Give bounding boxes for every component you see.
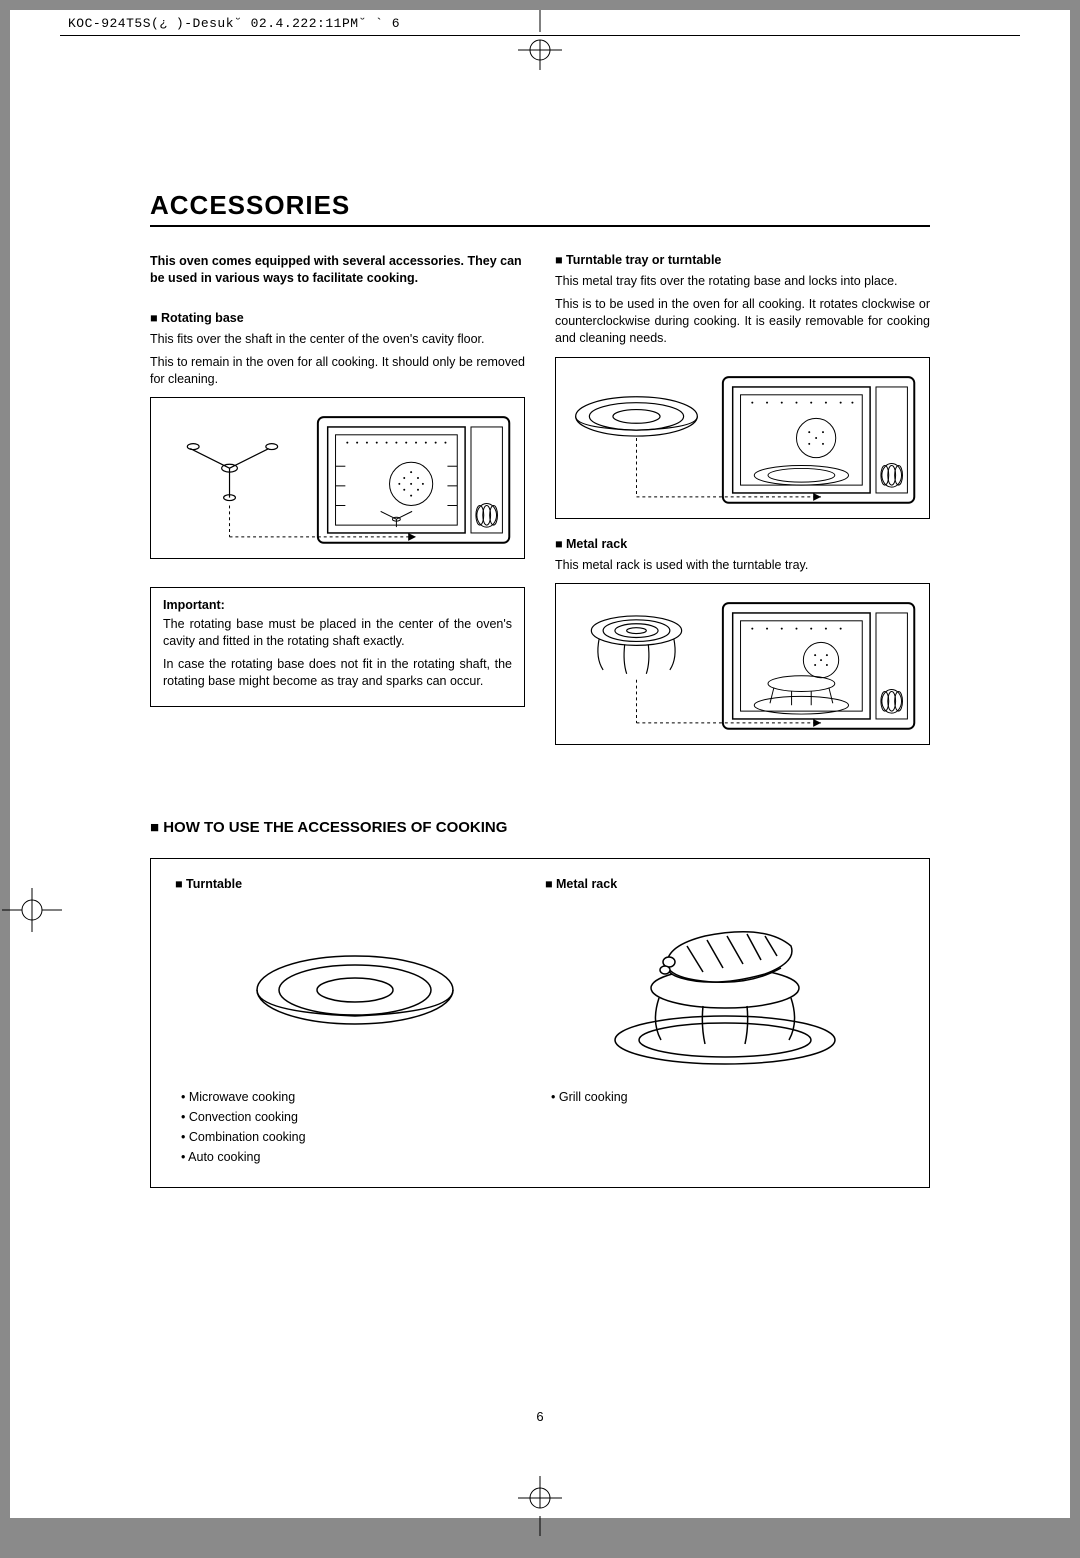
page-number: 6 (10, 1409, 1070, 1424)
title-rule (150, 225, 930, 227)
rotating-base-p2: This to remain in the oven for all cooki… (150, 354, 525, 388)
crop-mark-bottom-icon (510, 1476, 570, 1536)
metal-rack-illustration-icon (556, 584, 929, 744)
usage-metalrack-bullets: • Grill cooking (545, 1087, 905, 1107)
crop-mark-top-icon (510, 10, 570, 70)
turntable-heading: ■ Turntable tray or turntable (555, 253, 930, 267)
usage-metalrack-illustration (545, 897, 905, 1077)
rotating-base-heading: ■ Rotating base (150, 311, 525, 325)
list-item: • Grill cooking (551, 1087, 905, 1107)
list-item: • Combination cooking (181, 1127, 535, 1147)
metal-rack-p1: This metal rack is used with the turntab… (555, 557, 930, 574)
right-column: ■ Turntable tray or turntable This metal… (555, 253, 930, 763)
turntable-p1: This metal tray fits over the rotating b… (555, 273, 930, 290)
metal-rack-heading: ■ Metal rack (555, 537, 930, 551)
list-item: • Auto cooking (181, 1147, 535, 1167)
usage-turntable-col: ■ Turntable • Microwave cooking (175, 877, 535, 1167)
turntable-diagram (555, 357, 930, 519)
two-column-layout: This oven comes equipped with several ac… (150, 253, 930, 763)
usage-metalrack-col: ■ Metal rack (545, 877, 905, 1167)
usage-turntable-illustration (175, 897, 535, 1077)
usage-turntable-heading: ■ Turntable (175, 877, 535, 891)
page: KOC-924T5S(¿ )-Desuk˘ 02.4.222:11PM˘ ` 6… (10, 10, 1070, 1518)
usage-box: ■ Turntable • Microwave cooking (150, 858, 930, 1188)
how-to-use-heading: ■ HOW TO USE THE ACCESSORIES OF COOKING (150, 819, 930, 836)
turntable-illustration-icon (556, 358, 929, 518)
content-area: ACCESSORIES This oven comes equipped wit… (10, 10, 1070, 1248)
important-box: Important: The rotating base must be pla… (150, 587, 525, 707)
metal-rack-food-icon (595, 902, 855, 1072)
rotating-base-diagram (150, 397, 525, 559)
intro-text: This oven comes equipped with several ac… (150, 253, 525, 287)
usage-metalrack-heading: ■ Metal rack (545, 877, 905, 891)
metal-rack-diagram (555, 583, 930, 745)
list-item: • Microwave cooking (181, 1087, 535, 1107)
crop-mark-side-icon (2, 880, 62, 940)
rotating-base-illustration-icon (151, 398, 524, 558)
list-item: • Convection cooking (181, 1107, 535, 1127)
usage-turntable-bullets: • Microwave cooking • Convection cooking… (175, 1087, 535, 1167)
header-code: KOC-924T5S(¿ )-Desuk˘ 02.4.222:11PM˘ ` 6 (68, 16, 400, 31)
page-title: ACCESSORIES (150, 190, 930, 221)
rotating-base-p1: This fits over the shaft in the center o… (150, 331, 525, 348)
how-to-use-section: ■ HOW TO USE THE ACCESSORIES OF COOKING … (150, 819, 930, 1188)
turntable-p2: This is to be used in the oven for all c… (555, 296, 930, 347)
left-column: This oven comes equipped with several ac… (150, 253, 525, 763)
important-heading: Important: (163, 598, 512, 612)
turntable-plate-icon (245, 912, 465, 1062)
important-p2: In case the rotating base does not fit i… (163, 656, 512, 690)
important-p1: The rotating base must be placed in the … (163, 616, 512, 650)
